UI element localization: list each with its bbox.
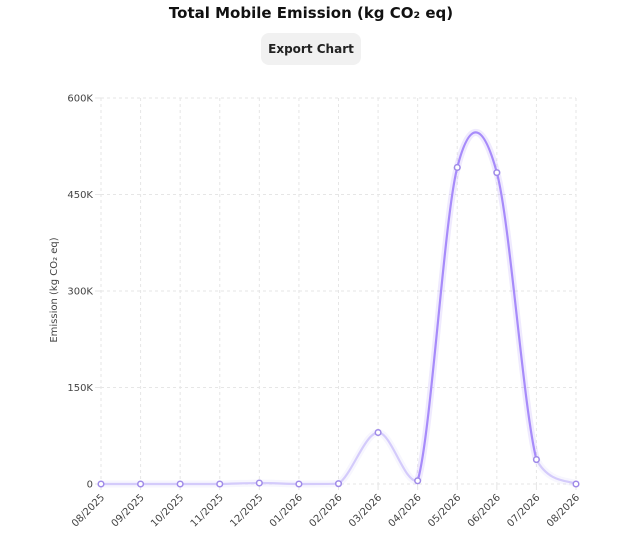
x-tick-label: 05/2026: [426, 492, 463, 529]
series-line-segment: [495, 171, 538, 461]
x-tick-label: 09/2025: [110, 492, 147, 529]
series-line-segment: [258, 481, 301, 486]
data-point[interactable]: [137, 480, 145, 488]
data-point[interactable]: [453, 163, 461, 172]
y-tick-label: 600K: [67, 94, 93, 105]
x-tick-label: 04/2026: [387, 492, 424, 529]
data-point[interactable]: [334, 480, 343, 488]
series-line-segment: [218, 481, 261, 486]
chart-grid: [95, 97, 577, 490]
series-line-segment: [456, 131, 498, 174]
x-tick-label: 06/2026: [466, 492, 503, 529]
x-tick-label: 02/2026: [307, 492, 344, 529]
series-line-segment: [337, 431, 380, 485]
x-tick-label: 10/2025: [149, 492, 186, 529]
series-line-segment: [416, 166, 459, 482]
x-tick-label: 11/2025: [189, 492, 226, 529]
y-tick-label: 450K: [67, 190, 93, 201]
data-point[interactable]: [97, 480, 105, 488]
data-point[interactable]: [295, 480, 303, 488]
chart-title: Total Mobile Emission (kg CO₂ eq): [168, 4, 454, 22]
data-point[interactable]: [414, 477, 422, 485]
series-points: [97, 163, 580, 488]
data-point[interactable]: [532, 456, 540, 464]
y-tick-label: 0: [87, 480, 93, 491]
series-line-glow: [532, 456, 580, 488]
data-point[interactable]: [374, 428, 382, 437]
x-tick-label: 12/2025: [228, 492, 265, 529]
x-axis-ticks: 08/2025 09/2025 10/2025 11/2025 12/2025 01/20…: [70, 492, 582, 529]
series-line-segment: [376, 431, 419, 482]
data-point[interactable]: [572, 480, 580, 488]
y-axis-label: Emission (kg CO₂ eq): [49, 237, 60, 342]
y-tick-label: 300K: [67, 287, 93, 298]
export-chart-button[interactable]: Export Chart: [261, 33, 361, 65]
data-point[interactable]: [176, 480, 184, 488]
x-tick-label: 08/2026: [545, 492, 582, 529]
y-axis-ticks: 0 150K 300K 450K 600K: [67, 94, 93, 491]
x-tick-label: 08/2025: [70, 492, 107, 529]
data-point[interactable]: [493, 169, 501, 177]
x-tick-label: 07/2026: [505, 492, 542, 529]
data-point[interactable]: [255, 479, 263, 487]
x-tick-label: 01/2026: [268, 492, 305, 529]
x-tick-label: 03/2026: [347, 492, 384, 529]
data-point[interactable]: [216, 480, 224, 488]
y-tick-label: 150K: [67, 383, 93, 394]
